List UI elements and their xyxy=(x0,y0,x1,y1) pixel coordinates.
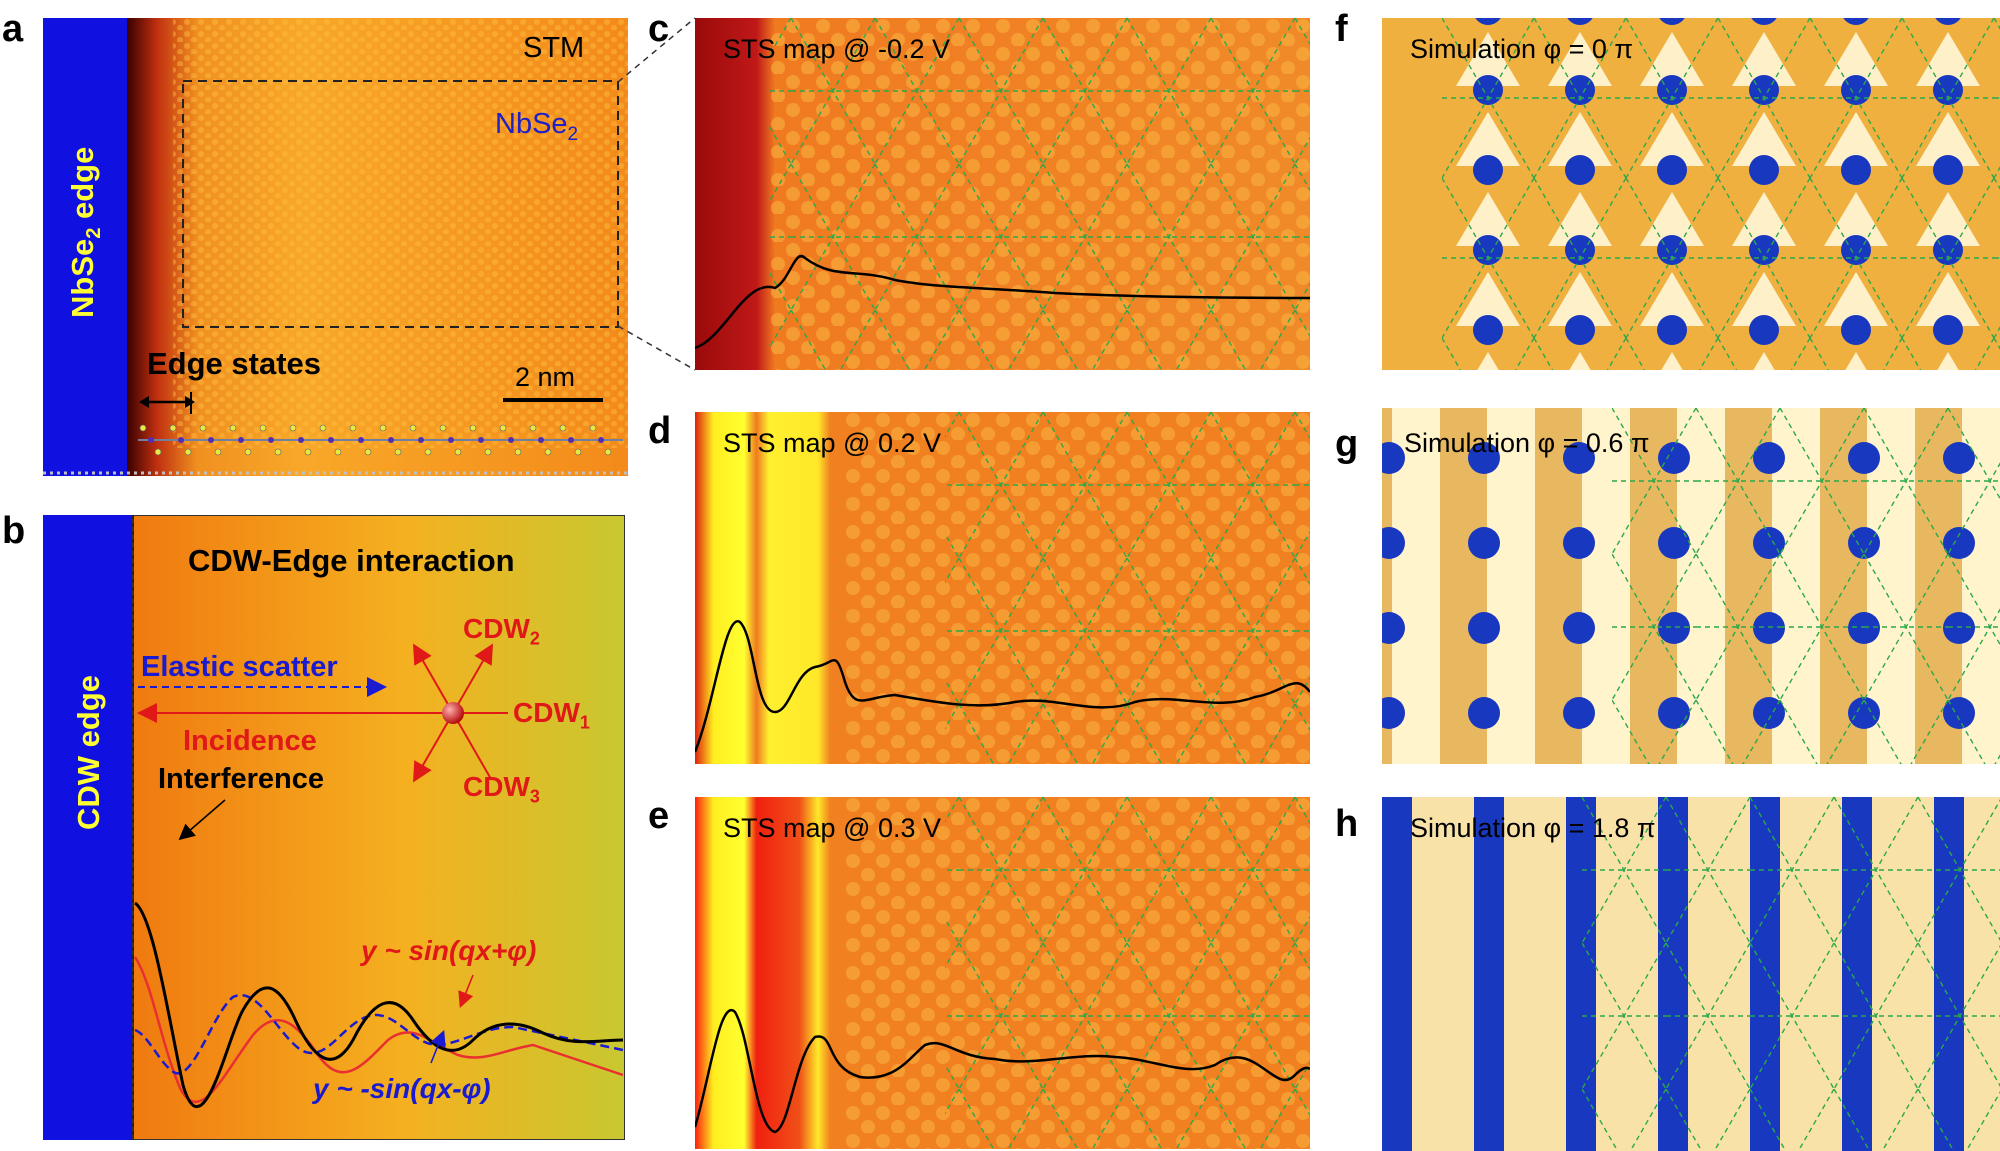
sts-map-e-label: STS map @ 0.3 V xyxy=(723,813,941,843)
stm-label: STM xyxy=(523,32,585,64)
cdw-schematic xyxy=(43,515,625,1140)
interference-label: Interference xyxy=(158,763,325,795)
simulation-g-label: Simulation φ = 0.6 π xyxy=(1404,428,1650,458)
sts-map-e-image xyxy=(695,797,1310,1149)
panel-label-a: a xyxy=(2,8,24,50)
elastic-scatter-label: Elastic scatter xyxy=(141,651,338,683)
panel-label-f: f xyxy=(1335,8,1348,50)
sts-map-d-image xyxy=(695,412,1310,764)
panel-label-g: g xyxy=(1335,423,1359,465)
curve-black xyxy=(133,901,624,1108)
panel-b-title: CDW-Edge interaction xyxy=(188,543,515,578)
cdw2-label: CDW2 xyxy=(463,613,540,649)
panel-a-stm: NbSe2 edge STM NbSe2 Edge states 2 nm xyxy=(43,18,628,476)
simulation-h-label: Simulation φ = 1.8 π xyxy=(1410,813,1656,843)
panel-label-e: e xyxy=(648,795,670,837)
stm-image xyxy=(43,18,628,476)
incidence-label: Incidence xyxy=(183,725,317,757)
sts-map-d-label: STS map @ 0.2 V xyxy=(723,428,941,458)
simulation-f-label: Simulation φ = 0 π xyxy=(1410,34,1633,64)
simulation-g: Simulation φ = 0.6 π xyxy=(1382,408,2000,764)
simulation-f-image xyxy=(1382,18,2000,370)
panel-label-c: c xyxy=(648,8,670,50)
equation-blue: y ~ -sin(qx-φ) xyxy=(313,1073,491,1104)
sts-map-d: STS map @ 0.2 V xyxy=(695,412,1310,764)
edge-states-label: Edge states xyxy=(147,346,322,381)
panel-label-b: b xyxy=(2,510,26,552)
panel-label-d: d xyxy=(648,410,672,452)
cdw1-label: CDW1 xyxy=(513,697,590,733)
simulation-f: Simulation φ = 0 π xyxy=(1382,18,2000,370)
sts-map-e: STS map @ 0.3 V xyxy=(695,797,1310,1149)
panel-b-schematic: CDW edge CDW-Edge interaction Elastic sc… xyxy=(43,515,625,1140)
sts-map-c-image xyxy=(695,18,1310,370)
simulation-h: Simulation φ = 1.8 π xyxy=(1382,797,2000,1151)
panel-label-h: h xyxy=(1335,803,1359,845)
sts-map-c-label: STS map @ -0.2 V xyxy=(723,34,950,64)
equation-red: y ~ sin(qx+φ) xyxy=(361,935,537,966)
simulation-g-image xyxy=(1382,408,2000,764)
simulation-h-image xyxy=(1382,797,2000,1151)
scale-bar-label: 2 nm xyxy=(515,362,576,392)
scatter-center xyxy=(442,702,464,724)
cdw3-label: CDW3 xyxy=(463,771,540,807)
sts-map-c: STS map @ -0.2 V xyxy=(695,18,1310,370)
nbse2-material-label: NbSe2 xyxy=(495,108,579,145)
